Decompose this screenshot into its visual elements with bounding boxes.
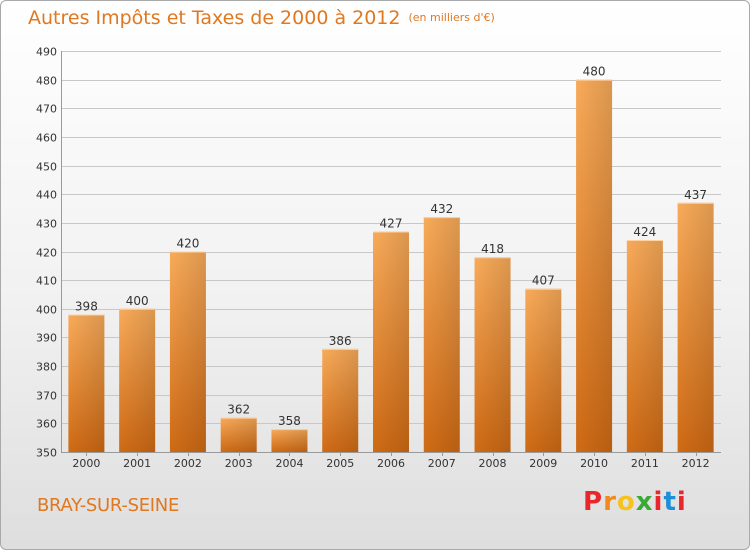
- bar-group: [474, 257, 511, 452]
- y-tick-label: 470: [36, 103, 57, 116]
- bar-shading: [525, 288, 562, 452]
- data-label: 400: [126, 294, 149, 308]
- chart-title: Autres Impôts et Taxes de 2000 à 2012 (en…: [28, 7, 495, 29]
- logo-letter: i: [653, 487, 664, 517]
- bar-shading: [169, 251, 206, 452]
- bars-layer: 398 400 420 362 358 386 427 432 418 407 480 424 437: [68, 65, 714, 453]
- y-tick-label: 370: [36, 390, 57, 403]
- data-label: 427: [380, 216, 403, 230]
- data-label: 432: [430, 202, 453, 216]
- x-tick-label: 2008: [479, 457, 507, 470]
- y-tick-label: 380: [36, 361, 57, 374]
- bar-group: [169, 251, 206, 452]
- proxiti-logo[interactable]: Proxiti: [583, 487, 687, 517]
- y-tick-label: 420: [36, 247, 57, 260]
- bar-group: [525, 288, 562, 452]
- x-tick-label: 2012: [682, 457, 710, 470]
- data-label: 358: [278, 414, 301, 428]
- y-tick-label: 460: [36, 132, 57, 145]
- y-tick-label: 490: [36, 46, 57, 59]
- bar-group: [119, 308, 156, 452]
- y-tick-label: 440: [36, 189, 57, 202]
- y-tick-label: 390: [36, 332, 57, 345]
- data-label: 418: [481, 242, 504, 256]
- x-tick-label: 2003: [225, 457, 253, 470]
- data-label: 420: [176, 237, 199, 251]
- data-label: 386: [329, 334, 352, 348]
- y-tick-label: 450: [36, 161, 57, 174]
- x-tick-label: 2004: [275, 457, 303, 470]
- x-tick-label: 2011: [631, 457, 659, 470]
- x-tick-label: 2000: [72, 457, 100, 470]
- bar-shading: [474, 257, 511, 452]
- bar-shading: [68, 314, 105, 452]
- y-tick-label: 480: [36, 75, 57, 88]
- x-tick-label: 2006: [377, 457, 405, 470]
- y-tick-label: 430: [36, 218, 57, 231]
- logo-letter: o: [616, 487, 636, 517]
- data-label: 398: [75, 300, 98, 314]
- title-unit: (en milliers d'€): [408, 11, 495, 24]
- title-text: Autres Impôts et Taxes de 2000 à 2012: [28, 7, 401, 29]
- logo-letter: x: [635, 487, 654, 517]
- bar-group: [271, 429, 308, 452]
- y-tick-label: 410: [36, 275, 57, 288]
- x-tick-label: 2010: [580, 457, 608, 470]
- bar-shading: [626, 240, 663, 452]
- data-label: 407: [532, 274, 555, 288]
- x-tick-label: 2007: [428, 457, 456, 470]
- logo-letter: P: [583, 487, 604, 517]
- y-tick-label: 360: [36, 418, 57, 431]
- bar-group: [68, 314, 105, 452]
- x-tick-label: 2002: [174, 457, 202, 470]
- data-label: 424: [633, 225, 656, 239]
- logo-letter: i: [676, 487, 687, 517]
- bar-shading: [322, 348, 359, 452]
- x-tick-label: 2009: [529, 457, 557, 470]
- bar-group: [576, 79, 613, 453]
- bar-group: [220, 417, 257, 452]
- y-tick-label: 400: [36, 304, 57, 317]
- y-tick-label: 350: [36, 447, 57, 460]
- bar-shading: [373, 231, 409, 452]
- city-name: BRAY-SUR-SEINE: [37, 495, 180, 516]
- data-label: 437: [684, 188, 707, 202]
- bar-group: [626, 240, 663, 452]
- bar-shading: [271, 429, 308, 452]
- data-label: 480: [583, 65, 606, 79]
- bar-shading: [423, 217, 460, 452]
- bar-shading: [220, 417, 257, 452]
- x-tick-label: 2001: [123, 457, 151, 470]
- logo-letter: t: [663, 487, 677, 517]
- logo-letter: r: [603, 487, 617, 517]
- bar-group: [373, 231, 409, 452]
- bar-group: [677, 202, 714, 452]
- bar-shading: [119, 308, 156, 452]
- data-label: 362: [227, 403, 250, 417]
- bar-shading: [677, 202, 714, 452]
- bar-shading: [576, 79, 613, 453]
- bar-group: [322, 348, 359, 452]
- bar-group: [423, 217, 460, 452]
- x-tick-label: 2005: [326, 457, 354, 470]
- axis-layer: 350 360 370 380 390 400 410 420 430 440 450 460 470 4…: [36, 46, 721, 470]
